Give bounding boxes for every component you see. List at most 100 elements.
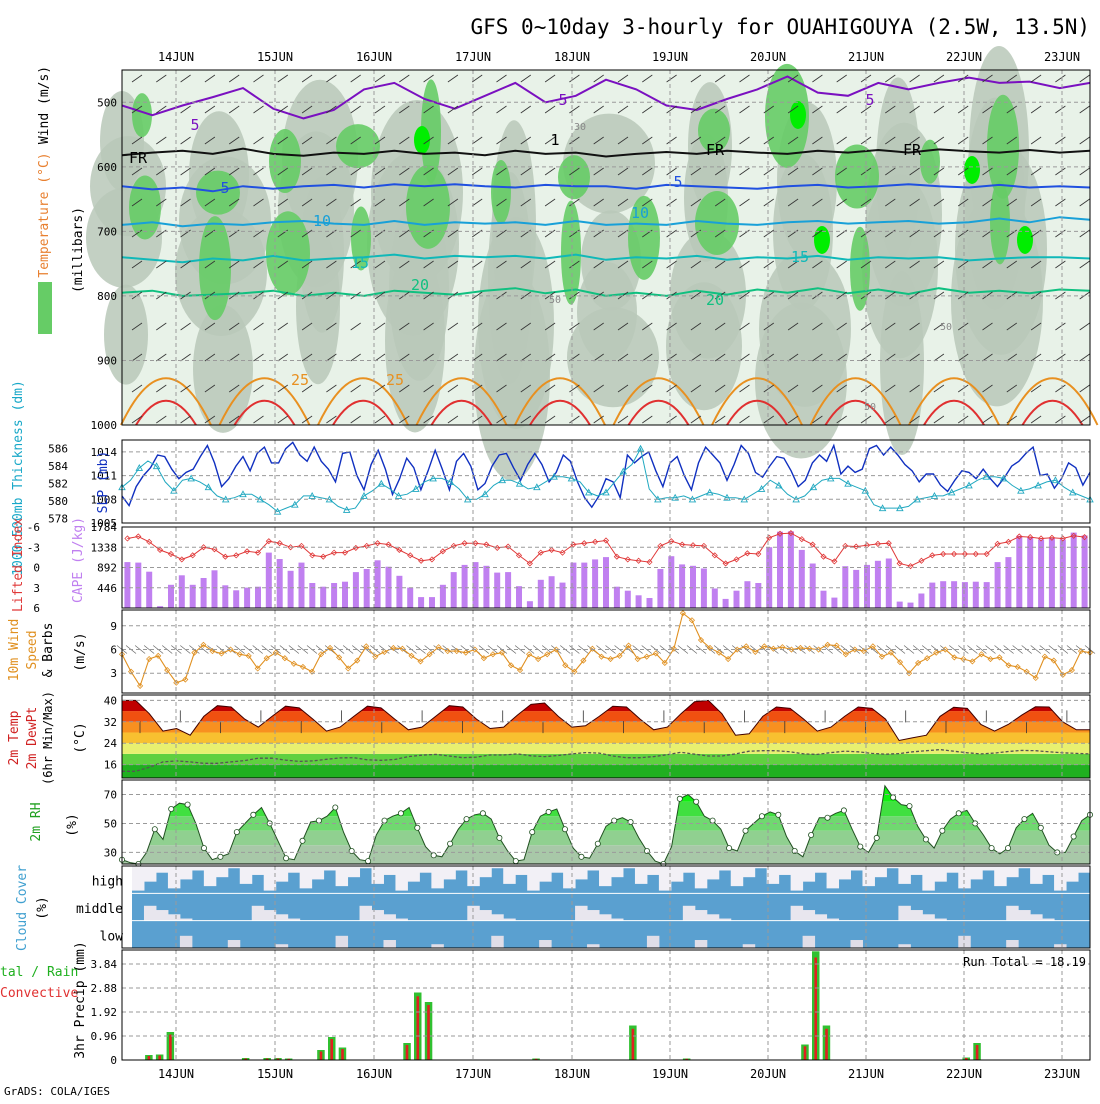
wind-barb [763, 384, 775, 393]
wind-barb [520, 198, 532, 207]
wind-barb [593, 415, 604, 424]
wind-speed-point [399, 645, 406, 652]
cape-ytick-1338: 1338 [91, 541, 118, 554]
wind-speed-point [236, 651, 243, 658]
wind-barb [763, 229, 775, 238]
wind-speed-point [905, 670, 913, 677]
cape-bar [211, 570, 218, 608]
wind-barb [544, 322, 556, 331]
wind-barb [885, 136, 896, 145]
wind-barb [909, 229, 920, 238]
wind-barb [885, 415, 896, 424]
xsec-ylabel-unit: (millibars) [71, 207, 86, 293]
wind-barb [1055, 136, 1066, 145]
top-date-label-8: 22JUN [946, 50, 982, 64]
wind-barb [617, 167, 629, 176]
wind-barb [836, 384, 847, 393]
wind-speed-point [761, 643, 768, 650]
wind-barb [228, 136, 240, 145]
wind-barb [204, 415, 216, 424]
cape-bar [972, 581, 979, 608]
temp-ylabel-2: 2m DewPt [25, 707, 40, 770]
wind-barb [471, 291, 483, 300]
wind-speed-point [209, 648, 216, 655]
rh-point [479, 810, 486, 817]
lifted-index-point [983, 550, 990, 558]
cape-bar [1005, 557, 1012, 608]
lifted-index-point [494, 544, 501, 551]
wind-barb [423, 198, 434, 207]
cloud-high-cell [443, 866, 456, 880]
cape-bar [853, 569, 860, 608]
cloud-high-cell [766, 866, 780, 884]
wind-barb [520, 291, 532, 300]
thickness-point [273, 507, 282, 515]
thickness-ylabel: 1000-500mb Thickness (dm) [11, 380, 26, 576]
wind-speed-point [118, 651, 126, 658]
cloud-middle-cell [694, 910, 708, 921]
wind-barb [301, 198, 313, 207]
wind-ylabel-unit: (m/s) [73, 632, 88, 671]
lifted-index-point [483, 541, 490, 548]
wind-barb [301, 384, 313, 393]
wind-barb [447, 415, 459, 424]
wind-speed-point [580, 657, 587, 664]
wind-barb [471, 260, 483, 269]
wind-barb [1006, 136, 1018, 145]
cape-bar [733, 590, 740, 608]
cloud-high-cell [527, 866, 540, 891]
wind-barb [180, 136, 191, 145]
rh-point [496, 834, 503, 841]
wind-barb [1006, 105, 1018, 114]
cape-bar [233, 590, 240, 608]
rh-shade-35 [567, 307, 659, 408]
wind-barb [1030, 167, 1042, 176]
wind-barb [277, 291, 289, 300]
cape-bar [1048, 538, 1055, 608]
precip-ylabel-unit: 3hr Precip (mm) [73, 941, 88, 1058]
thickness-point [550, 472, 558, 480]
wind-barb [496, 229, 507, 238]
cloud-low-cell [850, 940, 863, 948]
wind-barb [374, 291, 386, 300]
bottom-date-label-3: 17JUN [455, 1067, 491, 1081]
cloud-middle-cell [718, 918, 732, 921]
cloud-high-cell [419, 866, 432, 873]
cape-bar [396, 575, 403, 608]
cloud-high-cell [431, 866, 444, 889]
cloud-low-cell [1054, 944, 1067, 948]
rh-moist-20 [196, 170, 240, 215]
cape-bar [298, 562, 305, 608]
wind-speed-point [1086, 649, 1094, 656]
lifted-index-point [472, 540, 479, 547]
wind-barb [1079, 198, 1090, 207]
cape-bar [461, 564, 468, 608]
cloud-high-cell [323, 866, 337, 871]
rh-point [939, 827, 946, 834]
wind-barb [423, 353, 434, 362]
wind-barb [666, 136, 677, 145]
wind-barb [399, 322, 410, 331]
cloud-high-cell [682, 866, 696, 873]
lifted-index-point [581, 540, 588, 547]
rh-ylabel: 2m RH [29, 802, 44, 841]
thickness-ytick-580: 580 [48, 495, 68, 508]
cloud-high-cell [371, 866, 384, 884]
cloud-high-cell [718, 866, 732, 871]
cloud-middle-cell [599, 914, 612, 921]
wind-barb [471, 384, 483, 393]
precip-convective-bar [287, 1058, 290, 1061]
wind-barb [666, 105, 677, 114]
wind-barb [447, 353, 459, 362]
cape-bar [1081, 535, 1088, 608]
li-ytick-3: 3 [33, 582, 40, 595]
cloud-high-cell [658, 866, 672, 891]
wind-speed-point [815, 646, 822, 653]
rh-moist-16 [558, 155, 590, 200]
wind-ylabel-2: Speed [25, 630, 40, 669]
lifted-index-point [244, 548, 251, 555]
precip-convective-bar [534, 1058, 538, 1061]
wind-speed-point [915, 659, 922, 667]
lifted-index-point [537, 549, 544, 556]
wind-speed-point [833, 642, 840, 649]
